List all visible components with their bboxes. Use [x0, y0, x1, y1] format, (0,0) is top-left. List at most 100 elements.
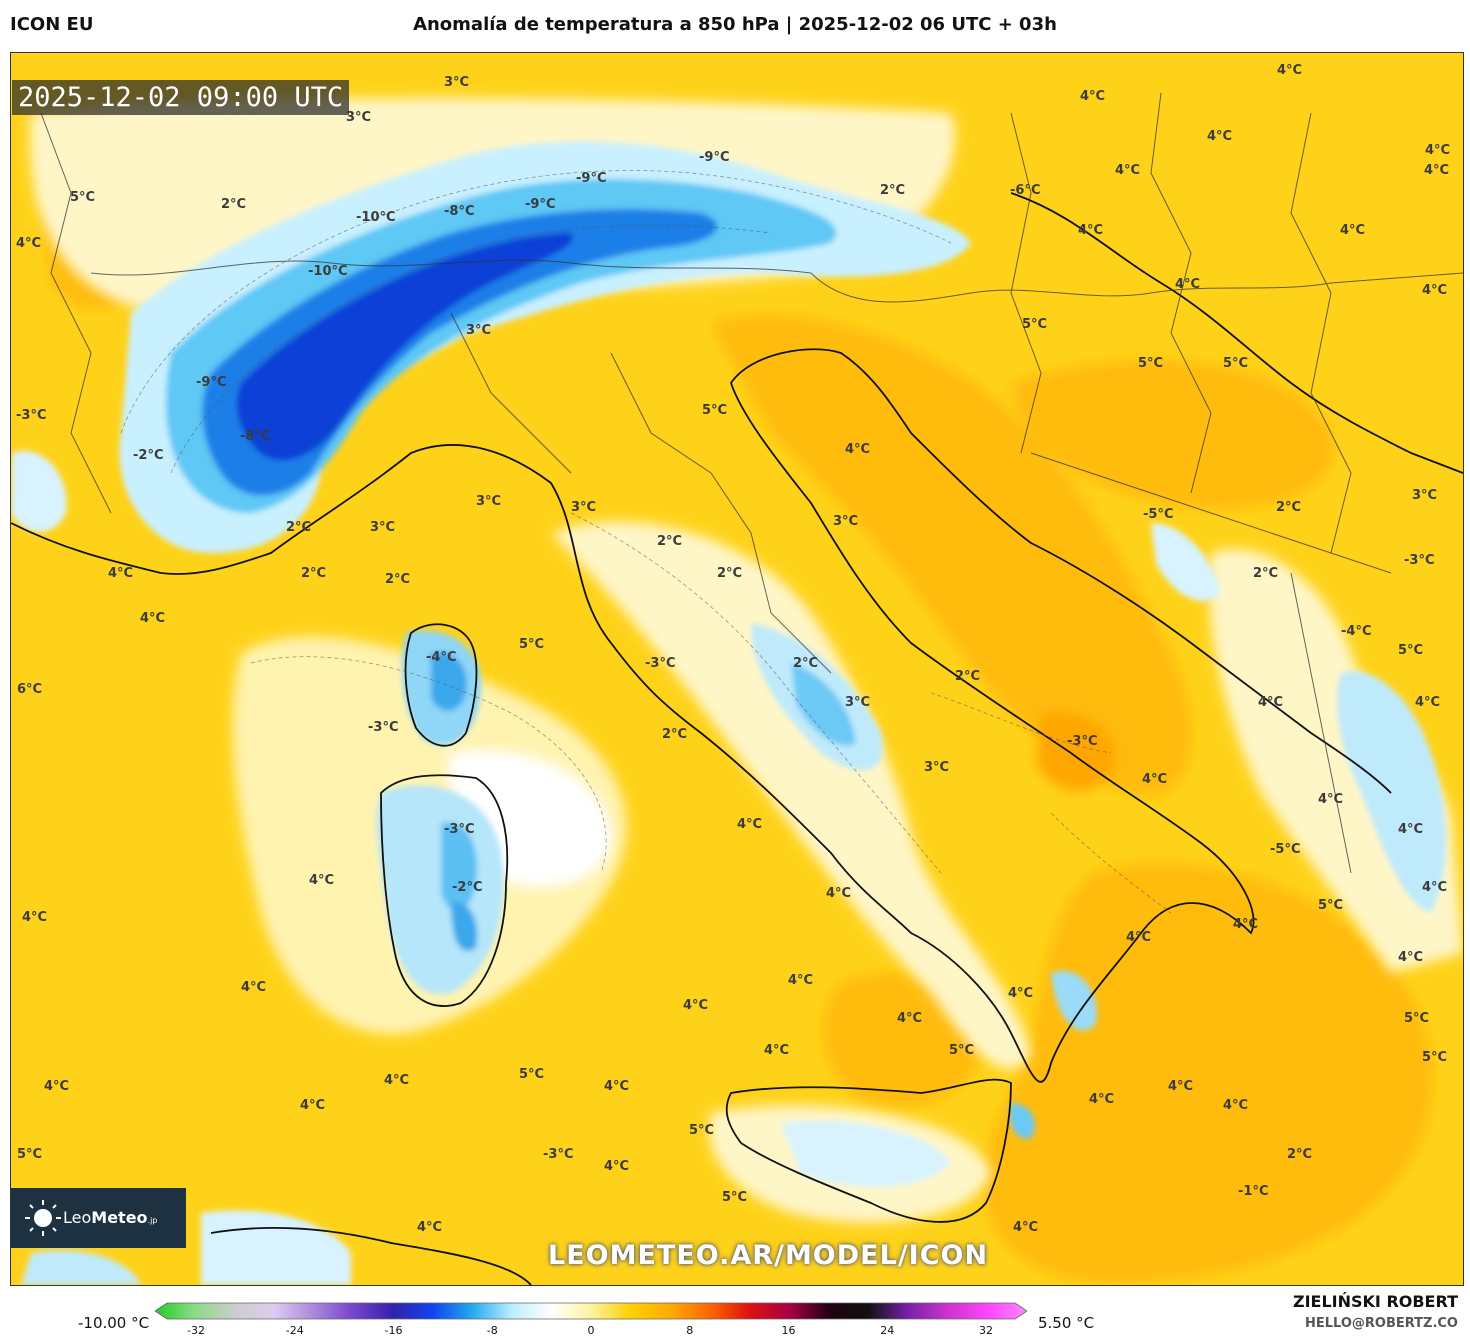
temp-label: 4°C [737, 817, 763, 832]
temp-label: -9°C [576, 171, 607, 186]
valid-time-badge: 2025-12-02 09:00 UTC [12, 80, 350, 115]
temp-label: 4°C [1422, 283, 1448, 298]
temp-label: 4°C [140, 611, 166, 626]
temp-label: 5°C [1022, 317, 1048, 332]
temp-label: 2°C [1287, 1147, 1313, 1162]
colorbar-tick-label: -24 [285, 1324, 304, 1337]
temp-label: -10°C [308, 264, 348, 279]
temp-label: -2°C [133, 448, 164, 463]
temp-label: 4°C [44, 1079, 70, 1094]
temp-label: 2°C [955, 669, 981, 684]
temp-label: 2°C [793, 656, 819, 671]
temp-label: 4°C [1223, 1098, 1249, 1113]
temp-label: 5°C [1138, 356, 1164, 371]
temp-label: 4°C [1415, 695, 1441, 710]
temp-label: 5°C [70, 190, 96, 205]
temp-label: 4°C [1277, 63, 1303, 78]
brand-name: LeoMeteo.jp [63, 1208, 158, 1227]
colorbar-tick-label: -8 [486, 1324, 498, 1337]
temp-label: -3°C [1067, 734, 1098, 749]
temp-label: -8°C [240, 429, 271, 444]
temp-label: 5°C [1404, 1011, 1430, 1026]
contour-lines [120, 170, 1172, 914]
temp-label: 4°C [309, 873, 335, 888]
colorbar-tick-label: 16 [781, 1324, 796, 1337]
temp-label: -10°C [356, 210, 396, 225]
temp-label: 4°C [16, 236, 42, 251]
temp-label: 4°C [1233, 917, 1259, 932]
temp-label: 4°C [300, 1098, 326, 1113]
temp-label: -3°C [543, 1147, 574, 1162]
temp-label: -1°C [1238, 1184, 1269, 1199]
temp-label: 4°C [108, 566, 134, 581]
temp-label: 4°C [1398, 822, 1424, 837]
temp-label: -3°C [645, 656, 676, 671]
coastlines [11, 192, 1463, 1285]
temp-label: -6°C [1010, 183, 1041, 198]
temp-label: -3°C [1404, 553, 1435, 568]
temp-label: -9°C [525, 197, 556, 212]
brand-logo: LeoMeteo.jp [11, 1188, 186, 1248]
temp-label: 5°C [722, 1190, 748, 1205]
temp-label: 4°C [1318, 792, 1344, 807]
temp-label: 5°C [689, 1123, 715, 1138]
temp-label: -3°C [16, 408, 47, 423]
temp-label: -3°C [368, 720, 399, 735]
colorbar-tick-label: -16 [384, 1324, 403, 1337]
temp-label: 5°C [1398, 643, 1424, 658]
temp-label: 2°C [301, 566, 327, 581]
map-title: Anomalía de temperatura a 850 hPa | 2025… [413, 14, 1057, 35]
temp-label: 5°C [1318, 898, 1344, 913]
temp-label: 4°C [788, 973, 814, 988]
temp-label: 3°C [476, 494, 502, 509]
watermark-url: LEOMETEO.AR/MODEL/ICON [548, 1240, 989, 1271]
temp-label: 6°C [17, 682, 43, 697]
temp-label: 3°C [1412, 488, 1438, 503]
author-name: ZIELIŃSKI ROBERT [1292, 1292, 1458, 1311]
temp-label: 2°C [385, 572, 411, 587]
temp-label: -9°C [196, 375, 227, 390]
temp-label: 5°C [519, 1067, 545, 1082]
temp-label: 4°C [241, 980, 267, 995]
temp-label: 3°C [444, 75, 470, 90]
temp-label: 2°C [1276, 500, 1302, 515]
colorbar-min-label: -10.00 °C [78, 1314, 150, 1332]
temp-label: 4°C [1168, 1079, 1194, 1094]
temp-label: 2°C [221, 197, 247, 212]
temp-label: 4°C [764, 1043, 790, 1058]
temp-label: 4°C [384, 1073, 410, 1088]
temp-label: 4°C [1115, 163, 1141, 178]
temp-label: 4°C [1258, 695, 1284, 710]
temp-label: 4°C [1398, 950, 1424, 965]
temp-label: 3°C [845, 695, 871, 710]
temp-label: 4°C [826, 886, 852, 901]
temp-label: 4°C [417, 1220, 443, 1235]
temp-label: 2°C [286, 520, 312, 535]
alps-cold-anomaly [119, 141, 971, 554]
temp-label: 4°C [1424, 163, 1450, 178]
temp-label: 5°C [949, 1043, 975, 1058]
temp-label: 4°C [1089, 1092, 1115, 1107]
temp-label: 4°C [683, 998, 709, 1013]
temp-label: 2°C [880, 183, 906, 198]
temp-label: 4°C [1207, 129, 1233, 144]
temp-label: -5°C [1270, 842, 1301, 857]
colorbar-tick-label: 32 [979, 1324, 993, 1337]
temp-label: 4°C [22, 910, 48, 925]
temp-label: 4°C [604, 1079, 630, 1094]
header: ICON EU Anomalía de temperatura a 850 hP… [0, 0, 1470, 50]
temp-label: 5°C [1223, 356, 1249, 371]
temp-label: 4°C [1078, 223, 1104, 238]
temp-label: 4°C [845, 442, 871, 457]
temp-label: -8°C [444, 204, 475, 219]
temp-label: 4°C [1422, 880, 1448, 895]
temp-label: 4°C [1080, 89, 1106, 104]
temp-label: -4°C [1341, 624, 1372, 639]
temp-label: 4°C [1013, 1220, 1039, 1235]
temp-label: 4°C [1175, 277, 1201, 292]
map-canvas [11, 53, 1463, 1285]
temp-label: 2°C [717, 566, 743, 581]
temp-label: -2°C [452, 880, 483, 895]
temp-label: 5°C [519, 637, 545, 652]
temp-label: 5°C [17, 1147, 43, 1162]
